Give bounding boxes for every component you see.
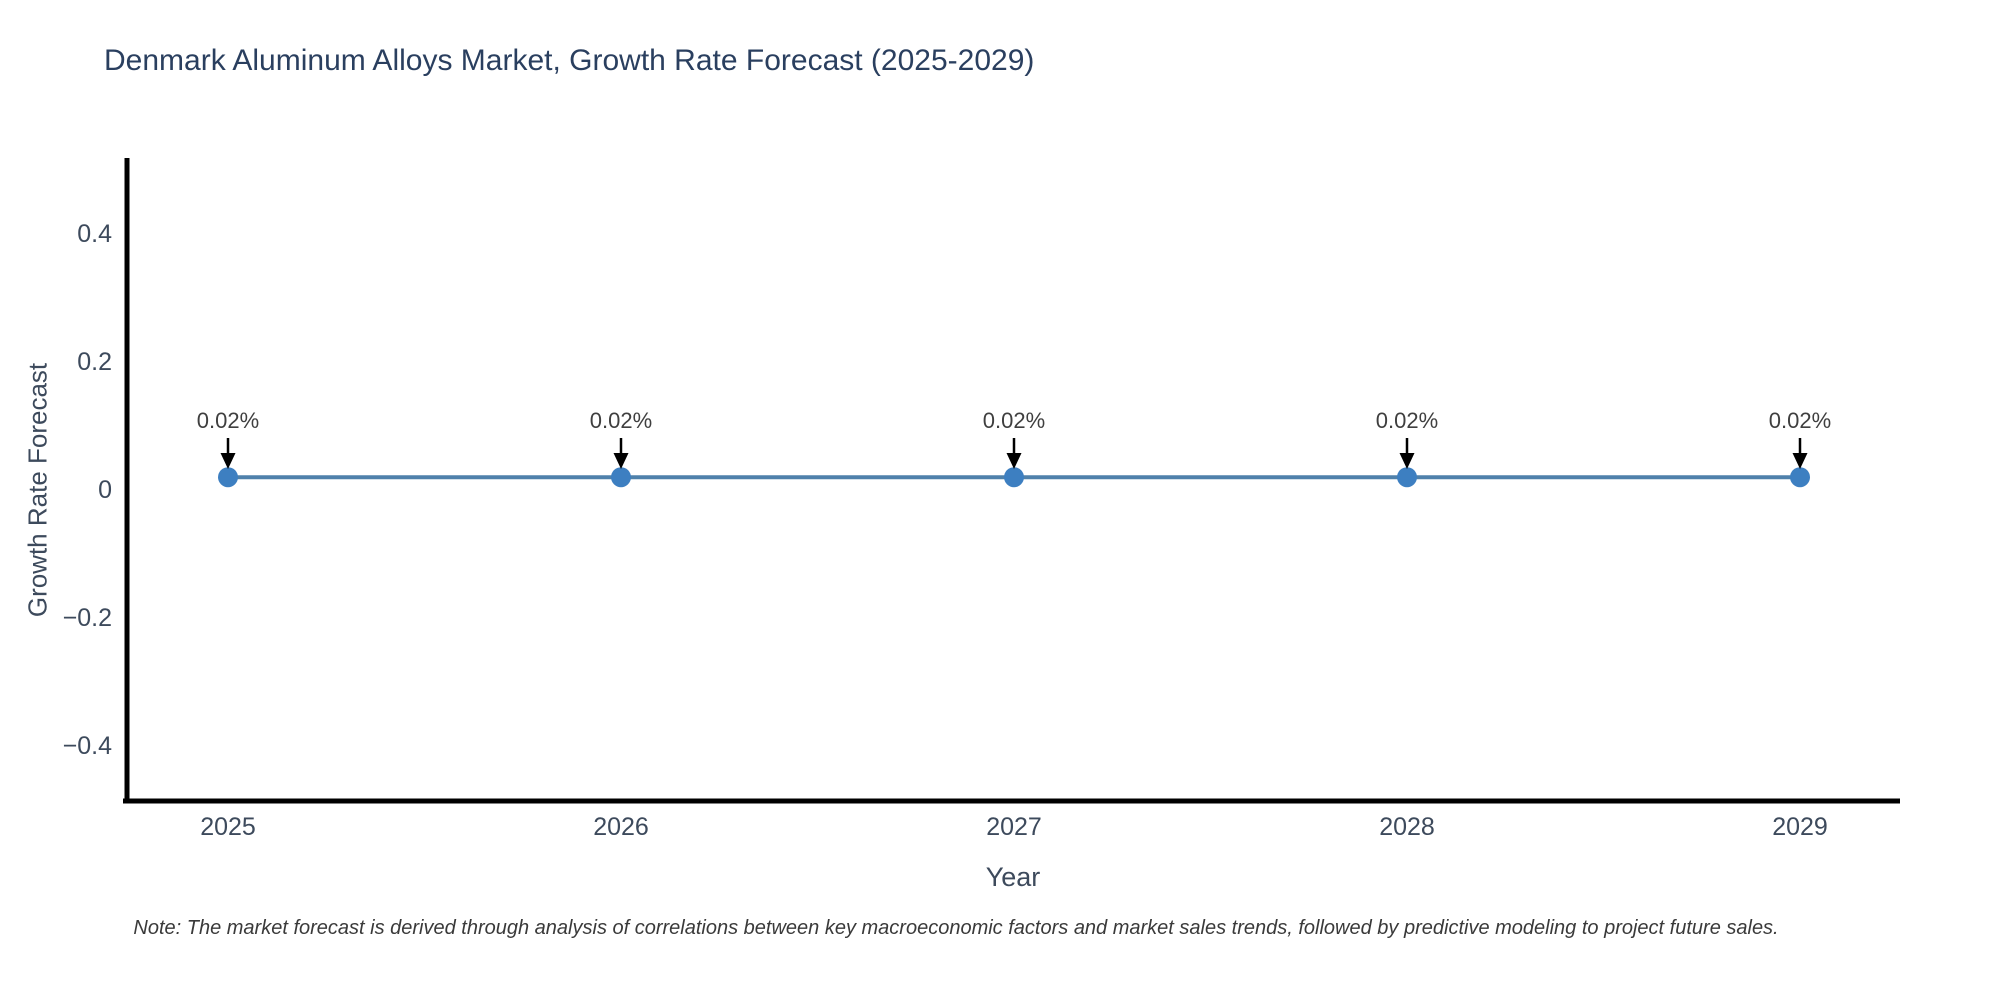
data-point-label: 0.02% [1375, 408, 1439, 433]
annotation-arrow-head [1006, 453, 1022, 469]
annotation-arrow-head [613, 453, 629, 469]
x-tick-label: 2026 [593, 813, 649, 841]
data-point-label: 0.02% [1768, 408, 1832, 433]
x-tick-label: 2027 [986, 813, 1042, 841]
y-tick-label: 0.4 [77, 220, 112, 248]
x-tick-label: 2028 [1379, 813, 1435, 841]
data-point-label: 0.02% [196, 408, 260, 433]
data-point-marker [218, 467, 238, 488]
x-tick-label: 2025 [200, 813, 256, 841]
data-point-marker [1004, 467, 1024, 488]
chart-title: Denmark Aluminum Alloys Market, Growth R… [104, 44, 1035, 77]
data-point-marker [611, 467, 631, 488]
annotation-arrow-head [220, 453, 236, 469]
x-axis-title: Year [985, 862, 1041, 892]
footnote: Note: The market forecast is derived thr… [133, 917, 1779, 939]
annotation-arrow-head [1792, 453, 1808, 469]
y-tick-label: −0.2 [62, 604, 112, 632]
data-point-label: 0.02% [982, 408, 1046, 433]
y-tick-label: −0.4 [62, 732, 112, 760]
data-point-label: 0.02% [589, 408, 653, 433]
data-point-marker [1790, 467, 1810, 488]
data-point-marker [1397, 467, 1417, 488]
annotation-arrow-head [1399, 453, 1415, 469]
y-tick-label: 0 [98, 476, 112, 504]
y-tick-label: 0.2 [77, 348, 112, 376]
x-tick-label: 2029 [1772, 813, 1828, 841]
